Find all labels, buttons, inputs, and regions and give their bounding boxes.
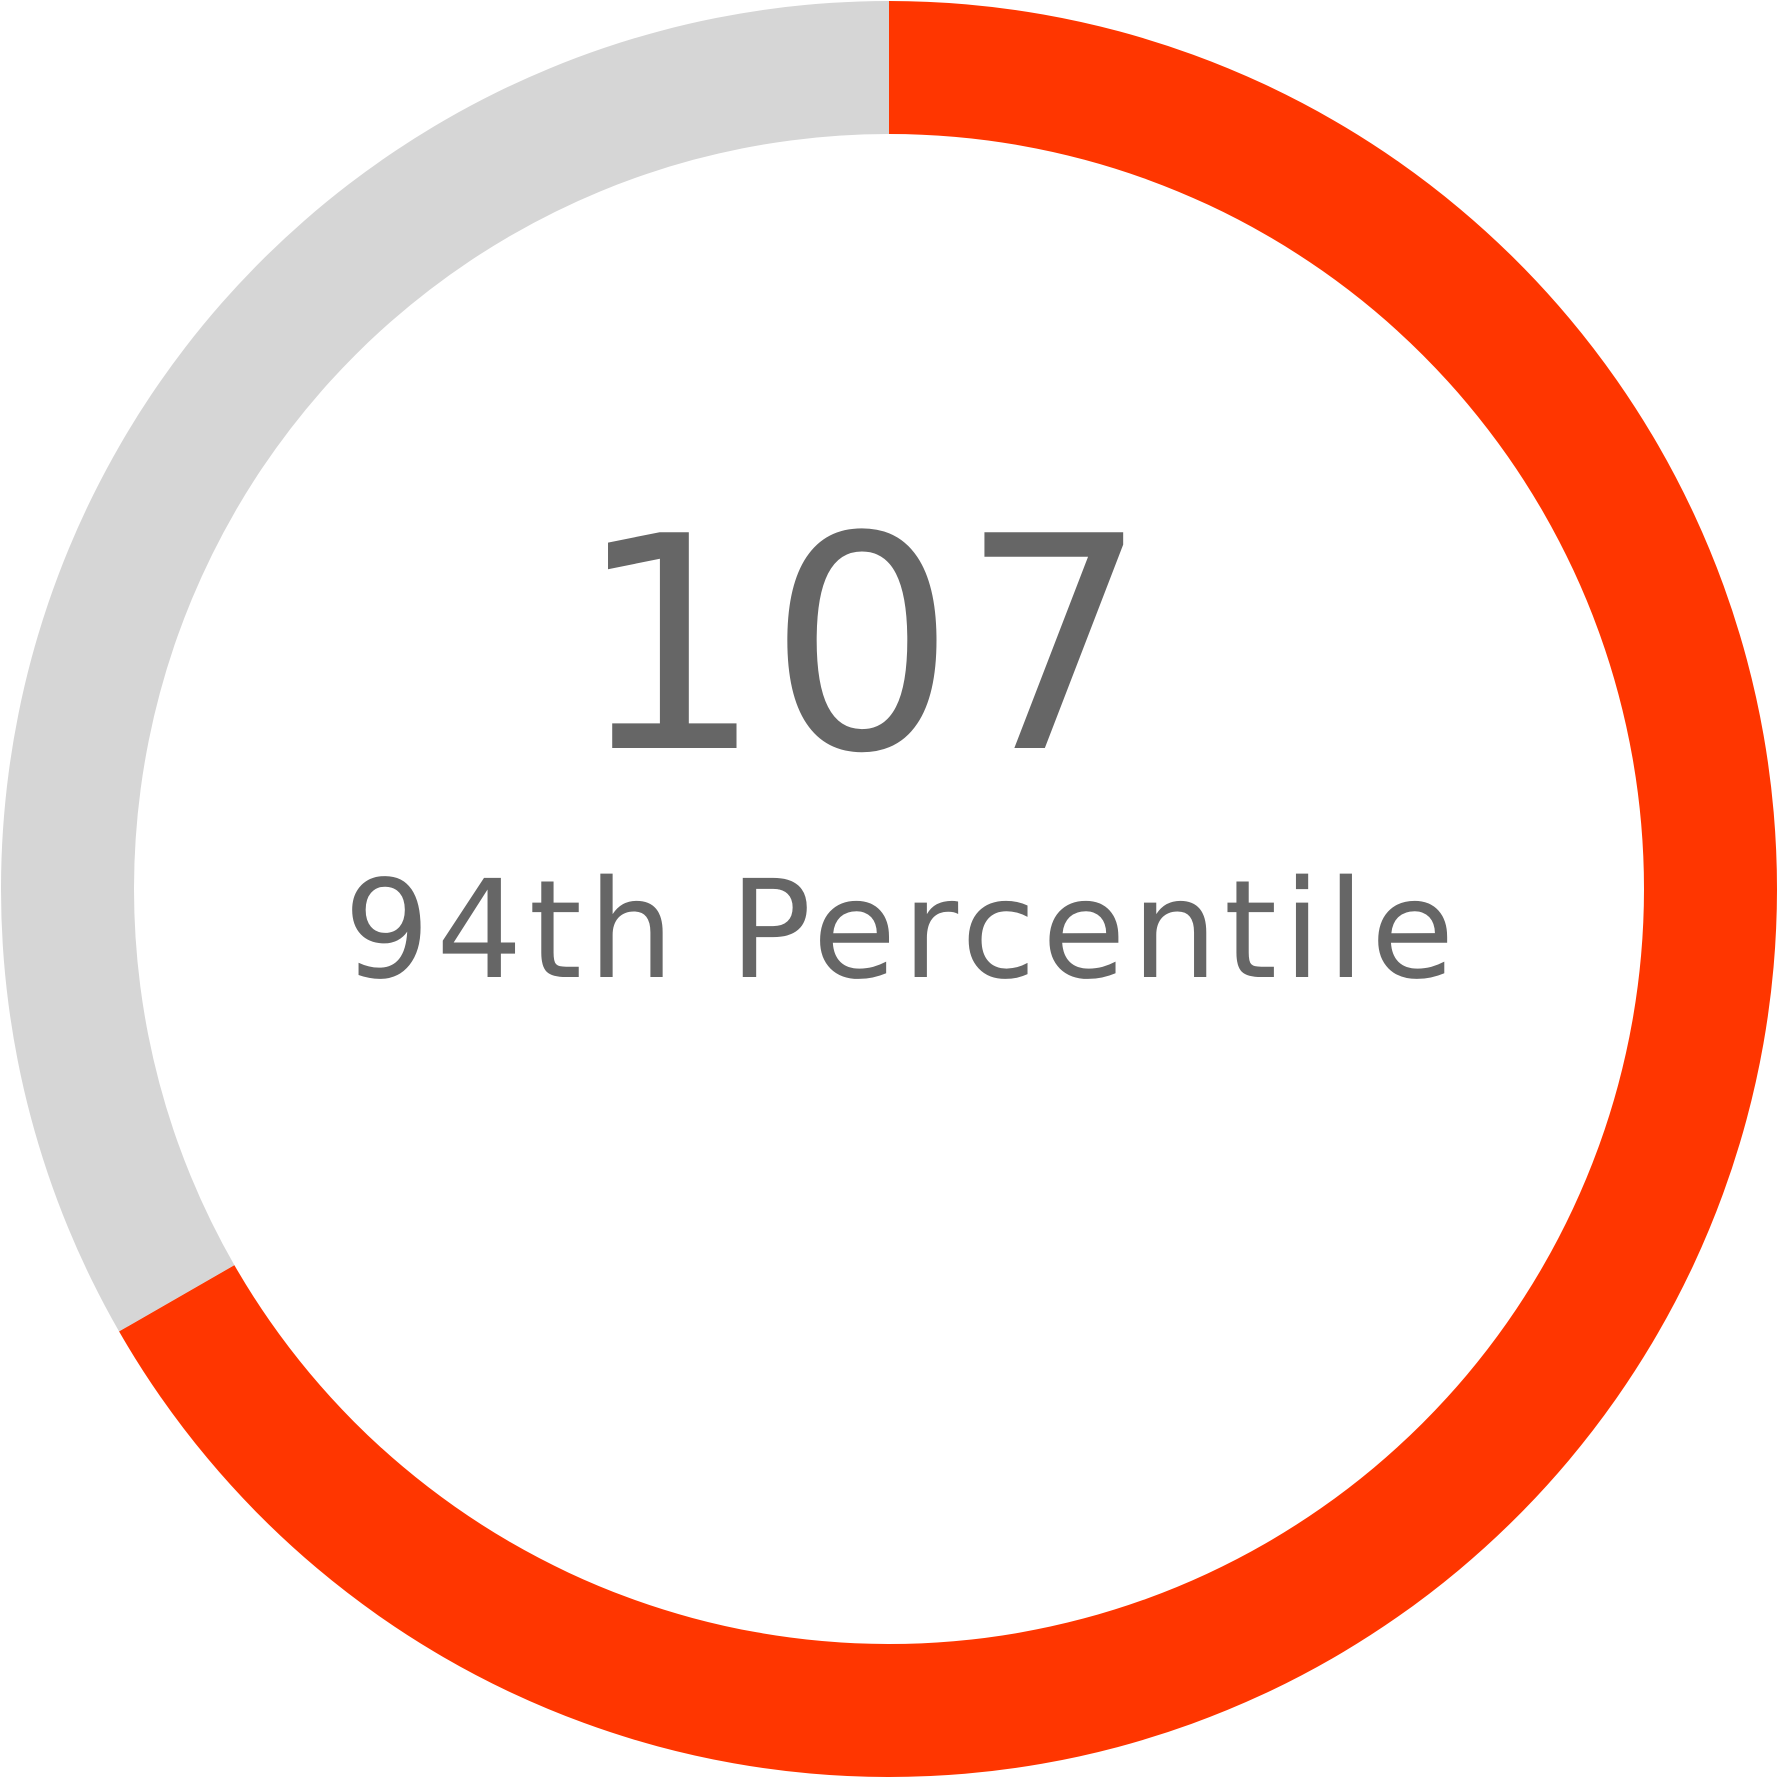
donut-slice-remaining: [0, 1, 890, 1332]
score-value: 107: [576, 473, 1153, 818]
percentile-label: 94th Percentile: [344, 852, 1461, 1010]
